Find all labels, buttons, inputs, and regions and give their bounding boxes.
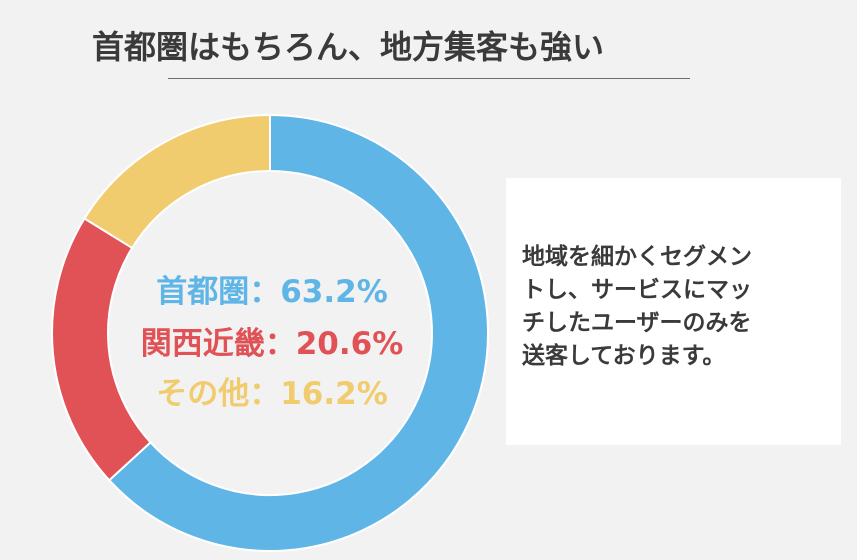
slice-label-name: 首都圏 xyxy=(156,274,250,310)
slice-label-sep: ： xyxy=(249,376,281,412)
info-line: トし、サービスにマッ xyxy=(522,277,752,303)
slice-label-value: 63.2% xyxy=(280,274,388,310)
slice-shutoken xyxy=(107,113,489,552)
page-title: 首都圏はもちろん、地方集客も強い xyxy=(92,28,605,66)
slice-kansai xyxy=(51,217,152,482)
slice-other xyxy=(83,113,271,250)
slice-label-sep: ： xyxy=(264,326,296,362)
info-line: チしたユーザーのみを xyxy=(522,310,752,336)
title-divider xyxy=(168,78,690,79)
slice-label-sep: ： xyxy=(249,274,281,310)
info-line: 送客しております。 xyxy=(522,343,726,369)
slice-label-value: 16.2% xyxy=(280,376,388,412)
info-box: 地域を細かくセグメン トし、サービスにマッ チしたユーザーのみを 送客しておりま… xyxy=(506,178,841,445)
slice-label-name: その他 xyxy=(156,376,250,412)
slice-label-name: 関西近畿 xyxy=(140,326,265,362)
slice-label-other: その他：16.2% xyxy=(156,368,388,413)
info-line: 地域を細かくセグメン xyxy=(522,244,752,270)
slice-label-value: 20.6% xyxy=(295,326,404,362)
slice-label-kansai: 関西近畿：20.6% xyxy=(141,318,404,363)
slice-label-shutoken: 首都圏：63.2% xyxy=(156,266,388,311)
